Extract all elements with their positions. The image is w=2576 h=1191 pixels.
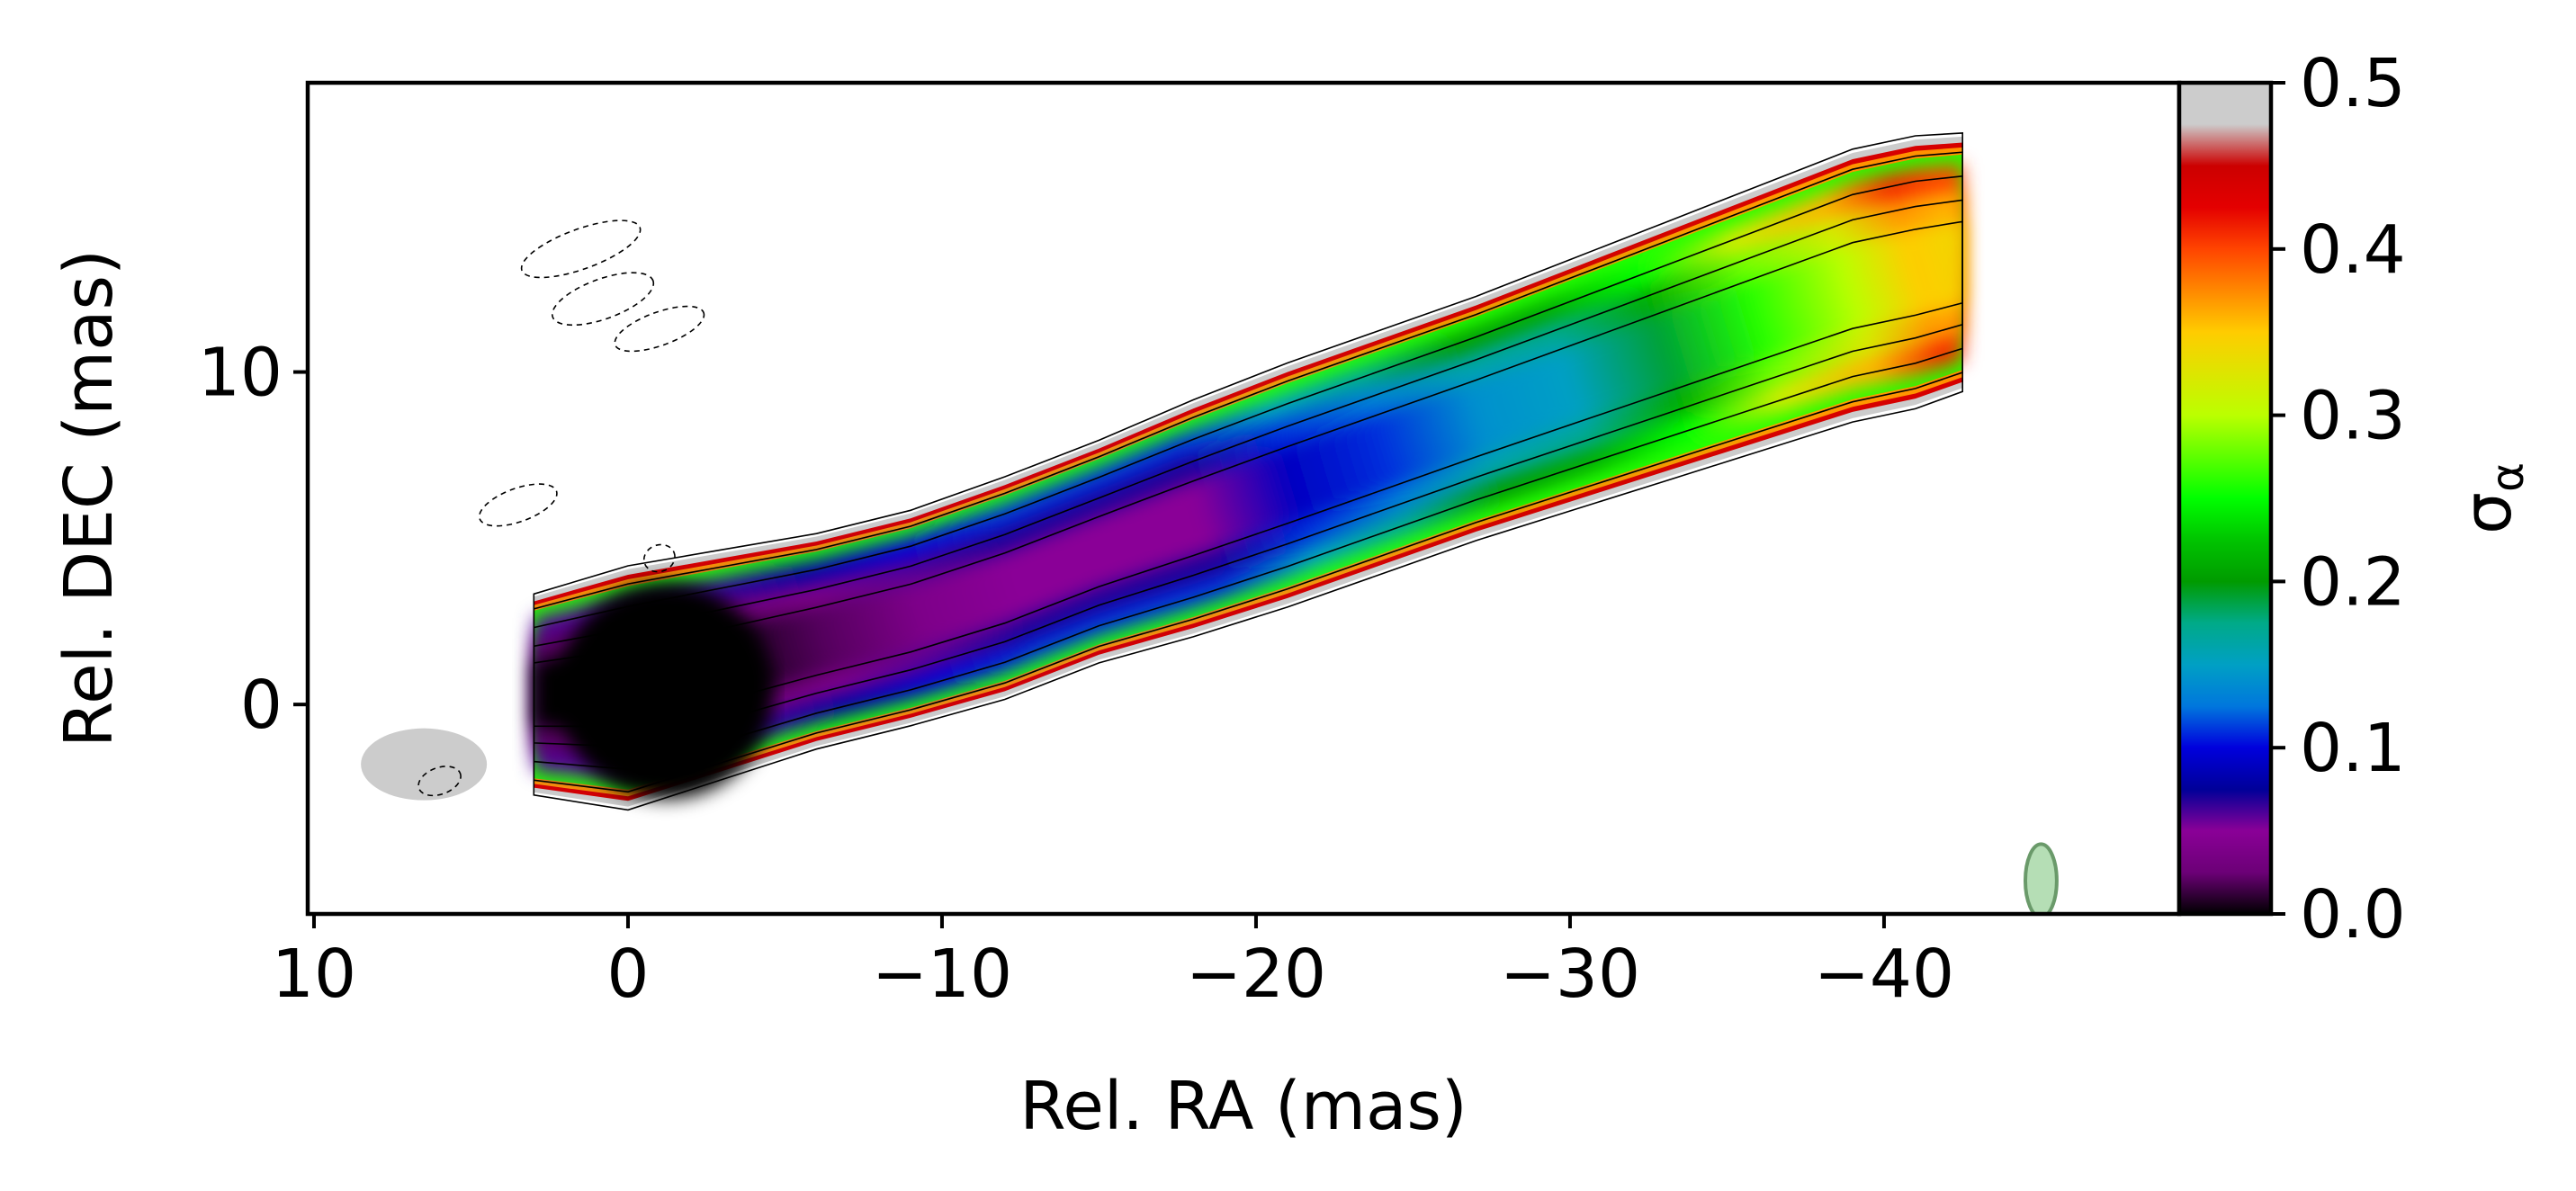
contour-level-5 [533, 220, 1963, 728]
x-tick-label: 0 [606, 936, 649, 1013]
colorbar-gradient [2179, 83, 2271, 914]
colorbar-label-main: σ [2449, 492, 2527, 534]
negative-contour [551, 272, 655, 327]
colorbar-tick-label: 0.0 [2300, 876, 2406, 954]
jet-colormap-layer [361, 136, 1963, 807]
negative-contour [417, 766, 462, 797]
contour-level-4 [533, 199, 1963, 748]
colorbar-label: σα [2449, 462, 2534, 534]
x-axis-label: Rel. RA (mas) [1019, 1068, 1468, 1145]
colorbar-label-sub: α [2482, 462, 2534, 492]
y-axis-label: Rel. DEC (mas) [50, 249, 128, 748]
colorbar-tick-label: 0.1 [2300, 710, 2406, 787]
colorbar: 0.0 0.1 0.2 0.3 0.4 0.5 σα [2177, 45, 2534, 954]
x-tick-label: −10 [872, 936, 1012, 1013]
negative-contour [478, 483, 558, 527]
x-tick-label: −20 [1186, 936, 1326, 1013]
jet-core [557, 583, 774, 800]
colorbar-tick-label: 0.2 [2300, 543, 2406, 621]
colorbar-tick-label: 0.5 [2300, 45, 2406, 122]
contour-layer [417, 132, 1963, 811]
plot-area [361, 132, 2059, 914]
contour-level-3 [533, 175, 1963, 771]
y-tick-label: 10 [198, 335, 283, 412]
y-tick-label: 0 [240, 667, 283, 744]
colorbar-frame [2177, 80, 2274, 917]
negative-contour [520, 219, 642, 279]
contour-level-2 [533, 151, 1963, 793]
x-tick-label: −40 [1814, 936, 1954, 1013]
x-tick-label: −30 [1500, 936, 1640, 1013]
counterjet-patch [361, 728, 488, 801]
x-axis-ticks: 10 0 −10 −20 −30 −40 [272, 914, 1954, 1013]
contour-level-1 [533, 132, 1963, 811]
y-axis-ticks: 0 10 [198, 335, 308, 744]
negative-contour [614, 305, 705, 353]
colorbar-tick-label: 0.4 [2300, 211, 2406, 289]
jet-band-spine [534, 220, 1963, 728]
colorbar-ticks: 0.0 0.1 0.2 0.3 0.4 0.5 [2271, 45, 2406, 954]
colorbar-tick-label: 0.3 [2300, 378, 2406, 455]
x-tick-label: 10 [272, 936, 356, 1013]
beam-ellipse [2023, 842, 2059, 914]
negative-contour [642, 543, 676, 573]
